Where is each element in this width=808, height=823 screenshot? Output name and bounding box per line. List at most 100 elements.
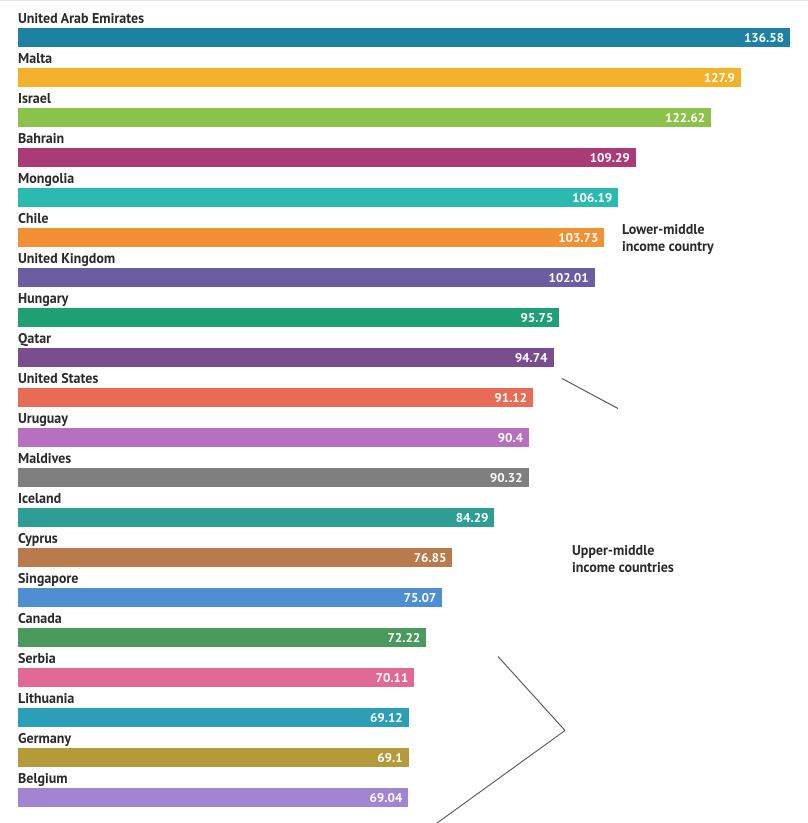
bar-row: Belgium69.04 xyxy=(18,769,790,807)
bar-value: 84.29 xyxy=(456,508,489,527)
annotation-label: Upper-middleincome countries xyxy=(572,542,674,576)
bar-label: Bahrain xyxy=(18,129,790,148)
bar-value: 109.29 xyxy=(590,148,630,167)
bar-fill: 94.74 xyxy=(18,348,554,367)
annotation-label-line: Upper-middle xyxy=(572,542,674,559)
bar-row: Israel122.62 xyxy=(18,89,790,127)
bar-fill: 69.12 xyxy=(18,708,409,727)
bar-label: Singapore xyxy=(18,569,790,588)
bar-value: 127.9 xyxy=(704,68,735,87)
bar-value: 94.74 xyxy=(515,348,548,367)
bar-fill: 76.85 xyxy=(18,548,452,567)
bar-track: 91.12 xyxy=(18,388,790,407)
bar-track: 95.75 xyxy=(18,308,790,327)
bar-label: Mongolia xyxy=(18,169,790,188)
bar-fill: 90.32 xyxy=(18,468,529,487)
bar-rows-container: United Arab Emirates136.58Malta127.9Isra… xyxy=(18,9,790,807)
bar-label: Uruguay xyxy=(18,409,790,428)
bar-label: Cyprus xyxy=(18,529,790,548)
bar-row: Serbia70.11 xyxy=(18,649,790,687)
bar-track: 127.9 xyxy=(18,68,790,87)
bar-row: Cyprus76.85 xyxy=(18,529,790,567)
bar-value: 72.22 xyxy=(388,628,421,647)
bar-label: Serbia xyxy=(18,649,790,668)
bar-fill: 90.4 xyxy=(18,428,529,447)
bar-value: 122.62 xyxy=(665,108,705,127)
bar-value: 69.04 xyxy=(370,788,403,807)
bar-label: Hungary xyxy=(18,289,790,308)
bar-track: 72.22 xyxy=(18,628,790,647)
bar-row: Hungary95.75 xyxy=(18,289,790,327)
bar-row: Bahrain109.29 xyxy=(18,129,790,167)
bar-row: Germany69.1 xyxy=(18,729,790,767)
bar-label: United Arab Emirates xyxy=(18,9,790,28)
annotation-label: Lower-middleincome country xyxy=(622,221,714,255)
bar-track: 76.85 xyxy=(18,548,790,567)
bar-value: 95.75 xyxy=(521,308,554,327)
annotation-label-line: income country xyxy=(622,238,714,255)
bar-row: Malta127.9 xyxy=(18,49,790,87)
bar-row: Iceland84.29 xyxy=(18,489,790,527)
bar-value: 102.01 xyxy=(549,268,589,287)
bar-value: 136.58 xyxy=(744,28,784,47)
bar-label: Belgium xyxy=(18,769,790,788)
bar-fill: 70.11 xyxy=(18,668,414,687)
bar-label: Maldives xyxy=(18,449,790,468)
bar-label: Israel xyxy=(18,89,790,108)
bar-fill: 122.62 xyxy=(18,108,711,127)
bar-value: 90.32 xyxy=(490,468,523,487)
bar-fill: 127.9 xyxy=(18,68,741,87)
bar-track: 122.62 xyxy=(18,108,790,127)
bar-row: Uruguay90.4 xyxy=(18,409,790,447)
bar-track: 90.4 xyxy=(18,428,790,447)
bar-row: Qatar94.74 xyxy=(18,329,790,367)
bar-value: 91.12 xyxy=(494,388,527,407)
bar-track: 94.74 xyxy=(18,348,790,367)
bar-value: 76.85 xyxy=(414,548,447,567)
bar-label: Germany xyxy=(18,729,790,748)
bar-value: 69.12 xyxy=(370,708,403,727)
bar-value: 90.4 xyxy=(498,428,523,447)
bar-value: 75.07 xyxy=(404,588,437,607)
bar-label: Malta xyxy=(18,49,790,68)
bar-label: Qatar xyxy=(18,329,790,348)
bar-value: 70.11 xyxy=(376,668,409,687)
bar-fill: 103.73 xyxy=(18,228,604,247)
bar-track: 136.58 xyxy=(18,28,790,47)
bar-value: 69.1 xyxy=(377,748,402,767)
bar-label: Canada xyxy=(18,609,790,628)
bar-track: 70.11 xyxy=(18,668,790,687)
bar-fill: 72.22 xyxy=(18,628,426,647)
bar-label: Iceland xyxy=(18,489,790,508)
bar-row: Canada72.22 xyxy=(18,609,790,647)
annotation-label-line: income countries xyxy=(572,559,674,576)
bar-track: 69.1 xyxy=(18,748,790,767)
bar-track: 75.07 xyxy=(18,588,790,607)
bar-track: 69.04 xyxy=(18,788,790,807)
bar-track: 90.32 xyxy=(18,468,790,487)
bar-fill: 109.29 xyxy=(18,148,636,167)
bar-fill: 95.75 xyxy=(18,308,559,327)
bar-chart: United Arab Emirates136.58Malta127.9Isra… xyxy=(0,0,808,823)
bar-track: 106.19 xyxy=(18,188,790,207)
bar-track: 102.01 xyxy=(18,268,790,287)
bar-fill: 75.07 xyxy=(18,588,442,607)
bar-track: 69.12 xyxy=(18,708,790,727)
bar-track: 84.29 xyxy=(18,508,790,527)
bar-row: Lithuania69.12 xyxy=(18,689,790,727)
bar-fill: 91.12 xyxy=(18,388,533,407)
bar-row: Mongolia106.19 xyxy=(18,169,790,207)
bar-fill: 69.1 xyxy=(18,748,409,767)
bar-fill: 106.19 xyxy=(18,188,618,207)
bar-label: United States xyxy=(18,369,790,388)
bar-fill: 102.01 xyxy=(18,268,595,287)
bar-fill: 136.58 xyxy=(18,28,790,47)
bar-label: Lithuania xyxy=(18,689,790,708)
bar-fill: 69.04 xyxy=(18,788,408,807)
annotation-label-line: Lower-middle xyxy=(622,221,714,238)
bar-row: United States91.12 xyxy=(18,369,790,407)
bar-track: 109.29 xyxy=(18,148,790,167)
bar-row: Singapore75.07 xyxy=(18,569,790,607)
bar-value: 103.73 xyxy=(558,228,598,247)
bar-row: United Arab Emirates136.58 xyxy=(18,9,790,47)
